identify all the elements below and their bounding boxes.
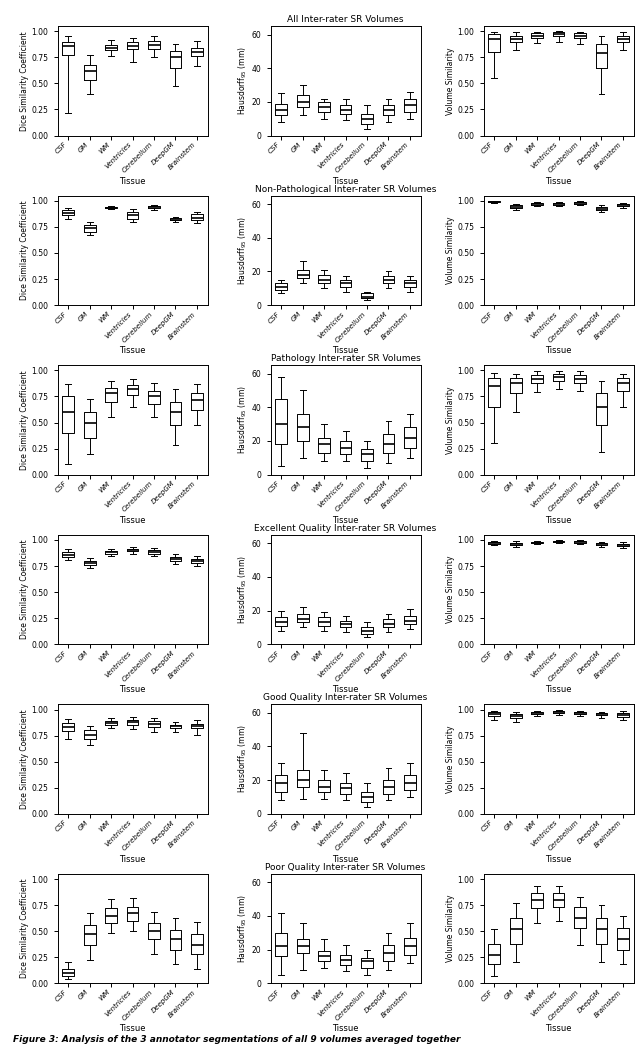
X-axis label: Tissue: Tissue (545, 516, 572, 525)
Title: Pathology Inter-rater SR Volumes: Pathology Inter-rater SR Volumes (271, 354, 420, 363)
Y-axis label: Hausdorff$_{95}$ (mm): Hausdorff$_{95}$ (mm) (237, 215, 249, 285)
Title: Excellent Quality Inter-rater SR Volumes: Excellent Quality Inter-rater SR Volumes (255, 524, 436, 532)
X-axis label: Tissue: Tissue (545, 685, 572, 695)
X-axis label: Tissue: Tissue (119, 346, 146, 356)
Y-axis label: Dice Similarity Coefficient: Dice Similarity Coefficient (20, 370, 29, 470)
X-axis label: Tissue: Tissue (545, 1024, 572, 1033)
X-axis label: Tissue: Tissue (332, 1024, 359, 1033)
X-axis label: Tissue: Tissue (332, 346, 359, 356)
Y-axis label: Volume Similarity: Volume Similarity (446, 725, 455, 793)
Title: Non-Pathological Inter-rater SR Volumes: Non-Pathological Inter-rater SR Volumes (255, 184, 436, 194)
Title: Poor Quality Inter-rater SR Volumes: Poor Quality Inter-rater SR Volumes (266, 863, 426, 871)
X-axis label: Tissue: Tissue (119, 855, 146, 864)
Title: Good Quality Inter-rater SR Volumes: Good Quality Inter-rater SR Volumes (264, 693, 428, 702)
Y-axis label: Volume Similarity: Volume Similarity (446, 217, 455, 285)
Y-axis label: Volume Similarity: Volume Similarity (446, 555, 455, 623)
Y-axis label: Dice Similarity Coefficient: Dice Similarity Coefficient (20, 879, 29, 978)
X-axis label: Tissue: Tissue (119, 685, 146, 695)
Y-axis label: Hausdorff$_{95}$ (mm): Hausdorff$_{95}$ (mm) (237, 46, 249, 115)
Y-axis label: Volume Similarity: Volume Similarity (446, 386, 455, 454)
Y-axis label: Hausdorff$_{95}$ (mm): Hausdorff$_{95}$ (mm) (237, 385, 249, 454)
Y-axis label: Dice Similarity Coefficient: Dice Similarity Coefficient (20, 31, 29, 131)
Y-axis label: Hausdorff$_{95}$ (mm): Hausdorff$_{95}$ (mm) (237, 894, 249, 963)
X-axis label: Tissue: Tissue (332, 685, 359, 695)
X-axis label: Tissue: Tissue (545, 177, 572, 185)
X-axis label: Tissue: Tissue (119, 177, 146, 185)
X-axis label: Tissue: Tissue (545, 346, 572, 356)
X-axis label: Tissue: Tissue (332, 855, 359, 864)
Y-axis label: Dice Similarity Coefficient: Dice Similarity Coefficient (20, 709, 29, 809)
X-axis label: Tissue: Tissue (545, 855, 572, 864)
Title: All Inter-rater SR Volumes: All Inter-rater SR Volumes (287, 15, 404, 24)
X-axis label: Tissue: Tissue (332, 177, 359, 185)
Text: Figure 3: Analysis of the 3 annotator segmentations of all 9 volumes averaged to: Figure 3: Analysis of the 3 annotator se… (13, 1034, 460, 1044)
X-axis label: Tissue: Tissue (119, 1024, 146, 1033)
Y-axis label: Hausdorff$_{95}$ (mm): Hausdorff$_{95}$ (mm) (237, 725, 249, 794)
Y-axis label: Volume Similarity: Volume Similarity (446, 894, 455, 962)
X-axis label: Tissue: Tissue (332, 516, 359, 525)
Y-axis label: Dice Similarity Coefficient: Dice Similarity Coefficient (20, 540, 29, 639)
X-axis label: Tissue: Tissue (119, 516, 146, 525)
Y-axis label: Hausdorff$_{95}$ (mm): Hausdorff$_{95}$ (mm) (237, 555, 249, 624)
Y-axis label: Dice Similarity Coefficient: Dice Similarity Coefficient (20, 201, 29, 300)
Y-axis label: Volume Similarity: Volume Similarity (446, 47, 455, 115)
